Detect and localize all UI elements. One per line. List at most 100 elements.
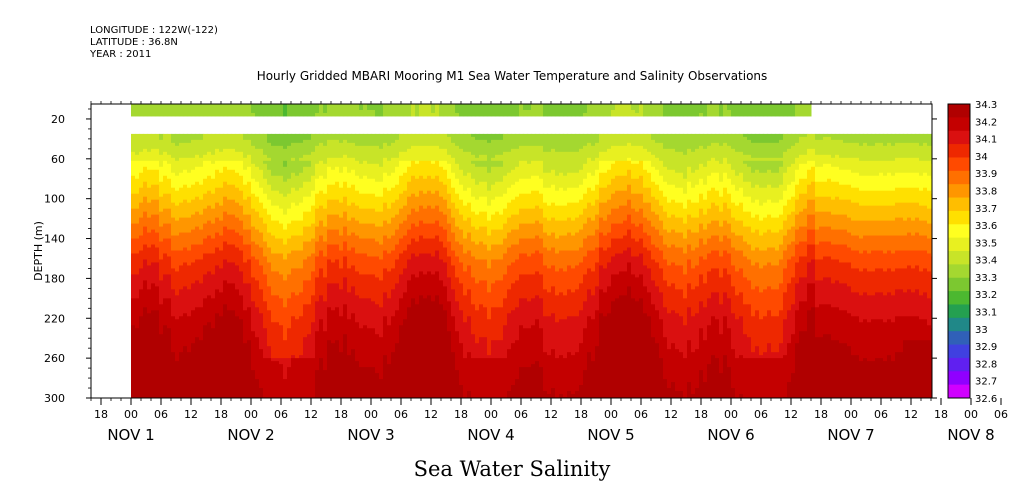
heatmap-cell (211, 196, 216, 201)
heatmap-cell (147, 163, 152, 168)
heatmap-cell (263, 352, 268, 356)
heatmap-cell (227, 286, 232, 290)
heatmap-cell (179, 343, 184, 347)
heatmap-cell (303, 352, 308, 356)
heatmap-cell (207, 223, 212, 228)
heatmap-cell (327, 292, 332, 296)
heatmap-cell (331, 265, 336, 269)
heatmap-cell (159, 211, 164, 216)
heatmap-cell (239, 265, 244, 269)
heatmap-cell (287, 322, 292, 326)
heatmap-cell (211, 104, 216, 108)
heatmap-cell (267, 211, 272, 216)
heatmap-cell (167, 385, 172, 389)
heatmap-cell (187, 181, 192, 186)
heatmap-cell (175, 304, 180, 308)
heatmap-cell (263, 220, 268, 225)
heatmap-cell (307, 268, 312, 272)
heatmap-cell (151, 223, 156, 228)
heatmap-cell (287, 244, 292, 249)
heatmap-cell (251, 172, 256, 177)
heatmap-cell (167, 253, 172, 257)
heatmap-cell (239, 286, 244, 290)
heatmap-cell (223, 202, 228, 207)
heatmap-cell (255, 193, 260, 198)
heatmap-cell (271, 391, 276, 395)
heatmap-cell (143, 313, 148, 317)
heatmap-cell (343, 208, 348, 213)
heatmap-cell (199, 136, 204, 141)
heatmap-cell (211, 145, 216, 150)
heatmap-cell (255, 151, 260, 156)
heatmap-cell (311, 382, 316, 386)
heatmap-cell (227, 268, 232, 272)
heatmap-cell (179, 133, 184, 138)
heatmap-cell (227, 139, 232, 144)
heatmap-cell (295, 262, 300, 266)
heatmap-cell (251, 247, 256, 252)
heatmap-cell (211, 223, 216, 228)
heatmap-cell (143, 343, 148, 347)
heatmap-cell (219, 229, 224, 234)
heatmap-cell (311, 154, 316, 159)
heatmap-cell (251, 319, 256, 323)
heatmap-cell (251, 205, 256, 210)
heatmap-cell (267, 304, 272, 308)
heatmap-cell (171, 268, 176, 272)
heatmap-cell (191, 139, 196, 144)
heatmap-cell (267, 271, 272, 275)
heatmap-cell (139, 244, 144, 249)
heatmap-cell (323, 226, 328, 231)
heatmap-cell (207, 274, 212, 278)
heatmap-cell (307, 355, 312, 359)
heatmap-cell (247, 166, 252, 171)
heatmap-cell (159, 343, 164, 347)
heatmap-cell (311, 340, 316, 344)
heatmap-cell (303, 112, 308, 117)
heatmap-cell (315, 112, 320, 117)
heatmap-cell (139, 175, 144, 180)
heatmap-cell (211, 313, 216, 317)
heatmap-cell (343, 104, 348, 108)
heatmap-cell (147, 178, 152, 183)
heatmap-cell (287, 346, 292, 350)
heatmap-cell (183, 214, 188, 219)
heatmap-cell (271, 328, 276, 332)
heatmap-cell (327, 283, 332, 287)
heatmap-cell (183, 367, 188, 371)
heatmap-cell (159, 148, 164, 153)
heatmap-cell (299, 223, 304, 228)
heatmap-cell (247, 325, 252, 329)
heatmap-cell (215, 148, 220, 153)
heatmap-cell (263, 145, 268, 150)
heatmap-cell (263, 253, 268, 257)
heatmap-cell (251, 346, 256, 350)
heatmap-cell (199, 181, 204, 186)
heatmap-cell (267, 352, 272, 356)
heatmap-cell (163, 385, 168, 389)
heatmap-cell (275, 316, 280, 320)
heatmap-cell (167, 151, 172, 156)
heatmap-cell (263, 133, 268, 138)
heatmap-cell (251, 265, 256, 269)
heatmap-cell (287, 268, 292, 272)
heatmap-cell (199, 370, 204, 374)
heatmap-cell (215, 208, 220, 213)
heatmap-cell (327, 211, 332, 216)
heatmap-cell (131, 265, 136, 269)
heatmap-cell (239, 214, 244, 219)
heatmap-cell (271, 109, 276, 114)
heatmap-cell (247, 175, 252, 180)
heatmap-cell (259, 211, 264, 216)
heatmap-cell (267, 322, 272, 326)
heatmap-cell (323, 208, 328, 213)
heatmap-cell (179, 169, 184, 174)
heatmap-cell (135, 259, 140, 263)
heatmap-cell (259, 274, 264, 278)
heatmap-cell (251, 394, 256, 398)
heatmap-cell (315, 253, 320, 257)
heatmap-cell (283, 151, 288, 156)
heatmap-cell (287, 394, 292, 398)
heatmap-cell (171, 112, 176, 117)
heatmap-cell (235, 172, 240, 177)
